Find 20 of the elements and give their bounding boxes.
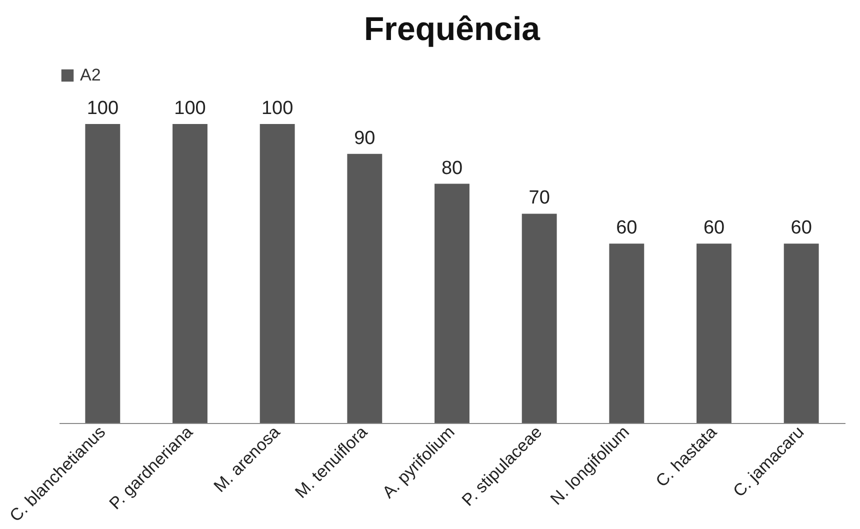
bar xyxy=(434,184,470,423)
legend-label: A2 xyxy=(80,66,101,84)
chart-title: Frequência xyxy=(364,10,541,47)
data-label: 60 xyxy=(703,218,725,239)
bar xyxy=(784,244,819,423)
data-label: 60 xyxy=(790,218,812,239)
data-label: 60 xyxy=(616,218,638,239)
data-label: 90 xyxy=(354,128,376,149)
data-label: 80 xyxy=(441,158,463,179)
bar xyxy=(260,124,295,423)
bar xyxy=(609,244,644,423)
bar xyxy=(172,124,208,423)
bar xyxy=(522,214,557,423)
data-label: 100 xyxy=(174,98,206,119)
data-label: 100 xyxy=(261,98,294,119)
data-label: 100 xyxy=(86,98,119,119)
data-label: 70 xyxy=(528,188,550,209)
bar xyxy=(696,244,732,423)
bar xyxy=(347,154,382,423)
bar xyxy=(85,124,120,423)
